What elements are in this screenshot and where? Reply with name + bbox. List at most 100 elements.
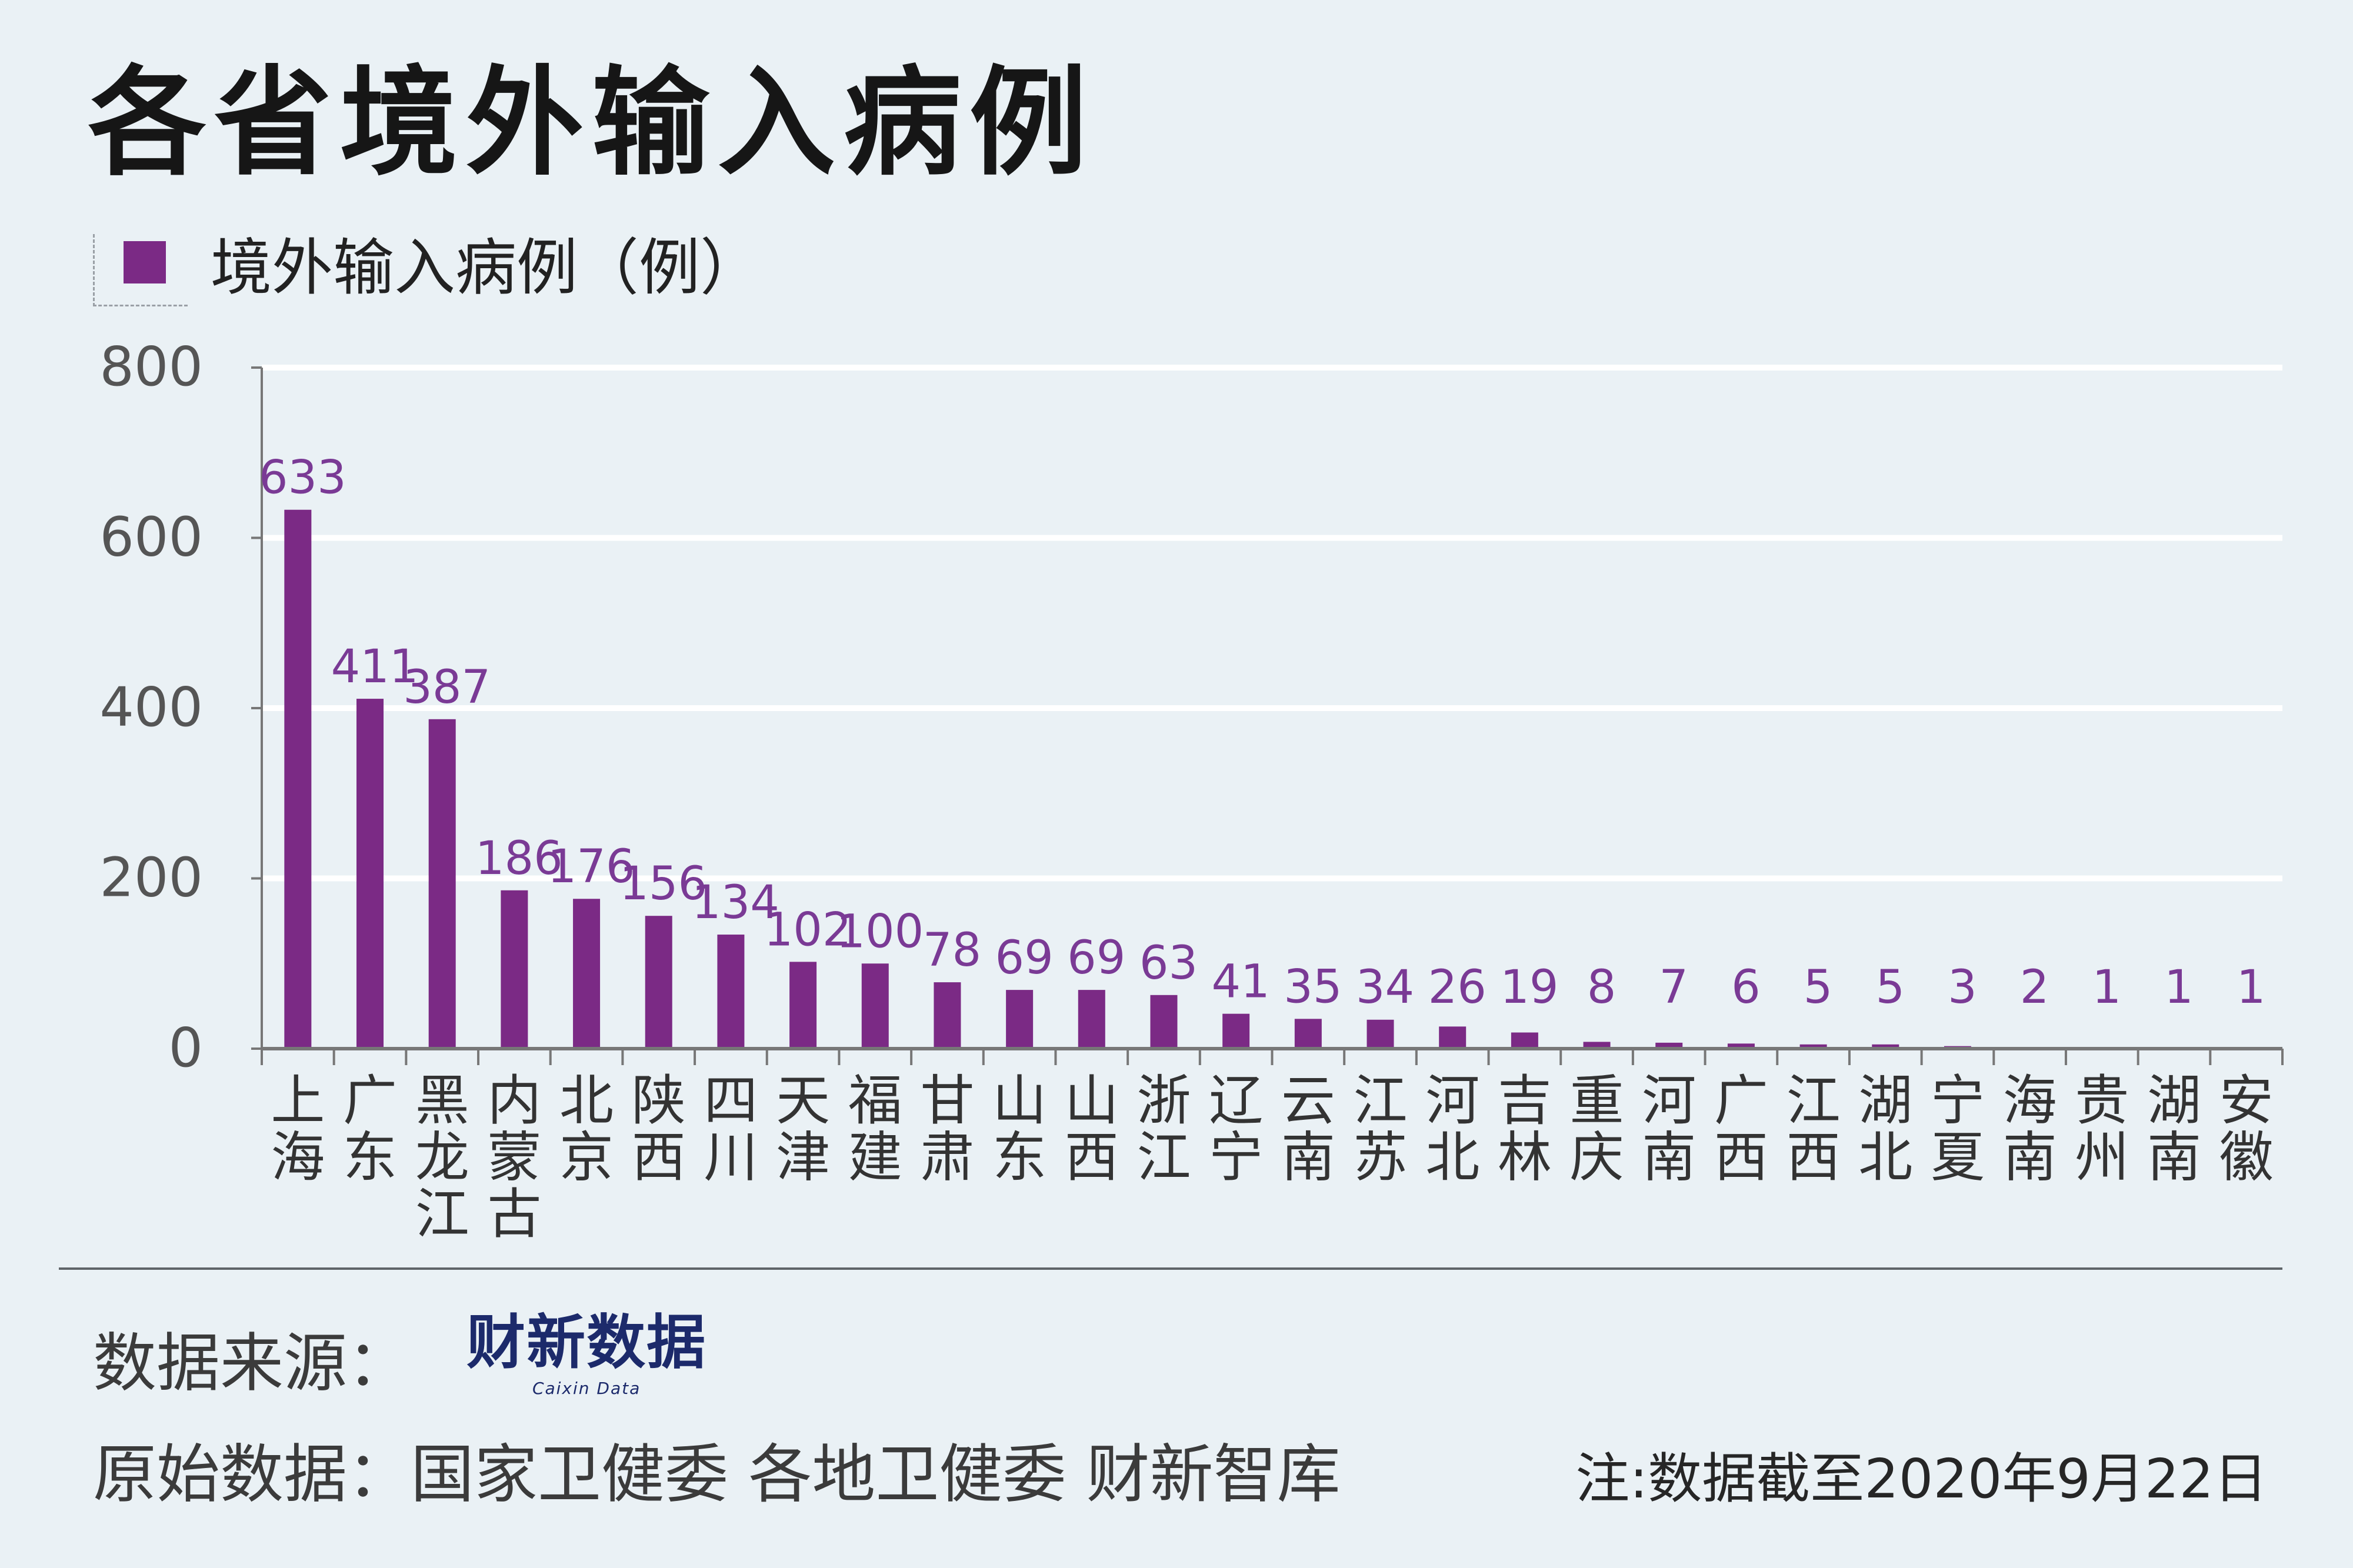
bar	[1006, 990, 1034, 1049]
bar	[1655, 1042, 1683, 1049]
logo-subtext: Caixin Data	[532, 1379, 641, 1398]
x-tick-label: 山西	[1065, 1069, 1119, 1189]
y-tick-label: 800	[99, 335, 203, 398]
bar-value-label: 134	[692, 876, 779, 929]
x-tick-label: 河南	[1642, 1069, 1696, 1189]
bar-value-label: 2	[2020, 961, 2049, 1014]
bar-value-label: 102	[764, 903, 852, 956]
bar-value-label: 35	[1284, 960, 1342, 1013]
bar-value-label: 411	[331, 640, 419, 693]
bar	[717, 935, 745, 1049]
x-tick-label: 四川	[704, 1069, 758, 1189]
x-tick-label: 山东	[992, 1069, 1046, 1189]
bar-value-label: 176	[548, 840, 635, 893]
bar	[1222, 1013, 1250, 1049]
bar	[428, 719, 456, 1049]
x-tick-label: 福建	[848, 1069, 902, 1189]
x-tick-label: 宁夏	[1931, 1069, 1985, 1189]
logo-text: 财新数据	[466, 1308, 707, 1377]
x-tick-label: 上海	[271, 1069, 325, 1189]
bar	[1583, 1042, 1611, 1049]
bar-value-label: 5	[1804, 961, 1833, 1014]
x-tick-label: 云南	[1281, 1069, 1335, 1189]
x-tick-label: 贵州	[2075, 1069, 2129, 1189]
x-tick-label: 北京	[559, 1069, 614, 1189]
x-tick-label: 辽宁	[1209, 1069, 1263, 1189]
bar-value-label: 26	[1428, 961, 1487, 1014]
y-tick-label: 400	[99, 676, 203, 739]
bar-value-label: 6	[1731, 961, 1761, 1014]
bar-value-label: 8	[1587, 961, 1617, 1014]
legend-label: 境外输入病例（例）	[211, 232, 762, 303]
x-tick-label: 海南	[2003, 1069, 2057, 1189]
bar	[1511, 1032, 1538, 1049]
bar-value-label: 41	[1212, 956, 1270, 1009]
x-tick-label: 河北	[1425, 1069, 1479, 1189]
source-label: 数据来源：	[93, 1327, 411, 1400]
data-cutoff-note: 注:数据截至2020年9月22日	[1575, 1447, 2268, 1510]
bar	[1872, 1044, 1899, 1049]
x-tick-label: 广西	[1714, 1069, 1768, 1189]
y-tick-label: 600	[99, 506, 203, 569]
bar	[645, 916, 672, 1049]
bar	[1727, 1043, 1755, 1049]
x-tick-label: 江苏	[1354, 1069, 1408, 1189]
legend-swatch	[124, 241, 166, 283]
bar-value-label: 78	[923, 924, 981, 977]
bar-value-label: 19	[1500, 961, 1558, 1014]
bar	[789, 962, 817, 1049]
bar-chart: 0 200 400 600 800 上海广东黑龙江内蒙古北京陕西四川天津福建甘肃山东山西浙…	[99, 335, 2284, 1246]
bar	[934, 982, 961, 1049]
bar	[1150, 995, 1178, 1049]
x-tick-label: 湖北	[1858, 1069, 1912, 1189]
x-tick-label: 黑龙江	[415, 1069, 469, 1246]
bar-value-label: 387	[403, 661, 491, 714]
x-tick-label: 安徽	[2219, 1069, 2274, 1189]
bar	[861, 963, 889, 1049]
bar	[1078, 990, 1105, 1049]
x-tick-label: 陕西	[632, 1069, 686, 1189]
x-tick-label: 甘肃	[920, 1069, 974, 1189]
footer-divider	[59, 1267, 2282, 1270]
axes: 0 200 400 600 800 上海广东黑龙江内蒙古北京陕西四川天津福建甘肃山东山西浙…	[99, 335, 2284, 1246]
bar	[1439, 1026, 1467, 1049]
x-tick-label: 吉林	[1498, 1069, 1552, 1189]
bar-value-label: 156	[619, 858, 707, 910]
grid-lines	[262, 365, 2282, 882]
x-tick-label: 天津	[776, 1069, 830, 1189]
bar	[501, 890, 528, 1049]
x-tick-label: 广东	[343, 1069, 397, 1189]
bar-value-label: 69	[995, 932, 1053, 985]
x-tick-label: 浙江	[1136, 1069, 1191, 1189]
legend: 境外输入病例（例）	[93, 234, 822, 306]
bar	[284, 509, 312, 1049]
caixin-data-logo: 财新数据 Caixin Data	[466, 1309, 706, 1398]
bar	[1799, 1044, 1827, 1049]
y-tick-label: 0	[168, 1016, 203, 1079]
bar-value-label: 1	[2164, 961, 2194, 1014]
bar-value-label: 100	[836, 905, 924, 958]
bar	[356, 699, 384, 1049]
bar-value-label: 69	[1067, 932, 1125, 985]
bar-value-label: 633	[259, 452, 346, 505]
bar-value-label: 3	[1948, 961, 1977, 1014]
x-tick-label: 重庆	[1570, 1069, 1624, 1189]
bar-value-label: 34	[1356, 961, 1414, 1014]
bar	[1367, 1019, 1394, 1049]
y-tick-label: 200	[99, 846, 203, 909]
x-tick-label: 江西	[1787, 1069, 1841, 1189]
bar-value-label: 7	[1659, 961, 1688, 1014]
x-tick-label: 湖南	[2147, 1069, 2201, 1189]
data-source: 数据来源： 财新数据 Caixin Data	[93, 1309, 706, 1409]
chart-title: 各省境外输入病例	[88, 55, 1096, 192]
bar-value-label: 1	[2092, 961, 2121, 1014]
bar-value-label: 1	[2237, 961, 2266, 1014]
x-tick-label: 内蒙古	[487, 1069, 541, 1246]
bar	[1294, 1019, 1322, 1049]
bars	[284, 509, 2260, 1049]
bar	[573, 899, 601, 1049]
legend-frame	[93, 234, 188, 306]
bar-value-label: 5	[1875, 961, 1905, 1014]
